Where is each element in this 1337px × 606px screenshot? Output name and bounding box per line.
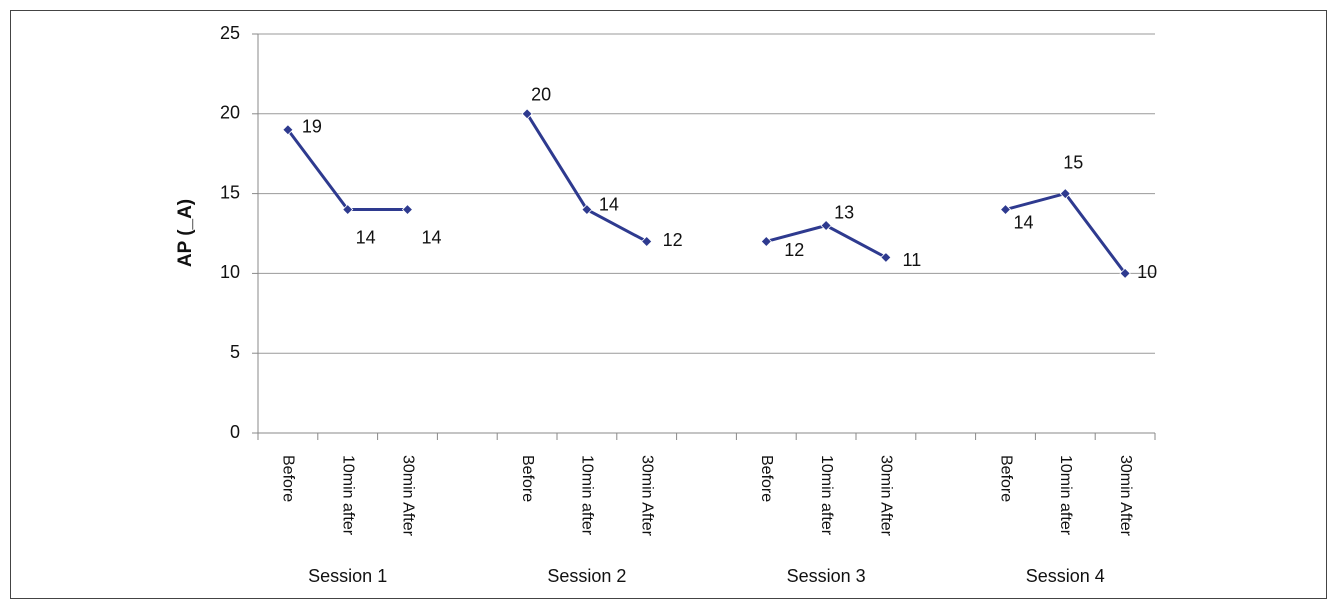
- data-label: 14: [1013, 212, 1033, 232]
- data-label: 11: [903, 250, 922, 270]
- frame: [10, 10, 1327, 599]
- x-tick-label: 10min after: [339, 455, 356, 536]
- data-label: 15: [1063, 152, 1083, 172]
- line: [525, 113, 648, 243]
- y-tick-label: 20: [220, 103, 240, 123]
- group-label: Session 2: [547, 566, 626, 586]
- x-tick-label: 10min after: [1057, 455, 1074, 536]
- marker: [401, 203, 414, 216]
- marker: [521, 108, 533, 120]
- y-axis-label: AP (_A): [175, 199, 196, 267]
- y-tick-label: 0: [230, 422, 240, 442]
- data-label: 10: [1137, 262, 1157, 282]
- x-tick-label: 30min After: [399, 455, 416, 537]
- x-tick-label: 10min after: [818, 455, 835, 536]
- marker: [820, 219, 832, 232]
- data-label: 20: [531, 85, 551, 105]
- x-tick-label: 30min After: [878, 455, 895, 537]
- marker: [641, 235, 653, 248]
- marker: [880, 251, 892, 264]
- y-tick-label: 5: [230, 342, 240, 362]
- data-label: 13: [834, 202, 854, 222]
- x-tick-label: Before: [758, 455, 775, 502]
- line: [286, 128, 408, 212]
- x-tick-label: Before: [280, 455, 297, 502]
- data-label: 14: [421, 227, 441, 247]
- x-tick-label: 30min After: [638, 455, 655, 537]
- data-label: 19: [302, 117, 322, 137]
- marker: [1119, 267, 1131, 279]
- marker: [282, 124, 294, 136]
- x-tick-label: 30min After: [1117, 455, 1134, 537]
- x-tick-label: 10min after: [579, 455, 596, 536]
- x-tick-label: Before: [519, 455, 536, 502]
- marker: [999, 203, 1012, 216]
- group-label: Session 3: [787, 566, 866, 586]
- marker: [581, 203, 593, 216]
- data-label: 14: [599, 194, 619, 214]
- data-label: 14: [356, 227, 376, 247]
- y-tick-label: 25: [220, 23, 240, 43]
- group-label: Session 4: [1026, 566, 1105, 586]
- y-tick-label: 15: [220, 182, 240, 202]
- marker: [760, 235, 772, 248]
- line: [1005, 191, 1127, 275]
- group-label: Session 1: [308, 566, 387, 586]
- y-tick-label: 10: [220, 262, 240, 282]
- marker: [342, 203, 354, 216]
- marker: [1059, 188, 1071, 200]
- x-tick-label: Before: [997, 455, 1014, 502]
- data-label: 12: [784, 240, 804, 260]
- data-label: 12: [663, 230, 683, 250]
